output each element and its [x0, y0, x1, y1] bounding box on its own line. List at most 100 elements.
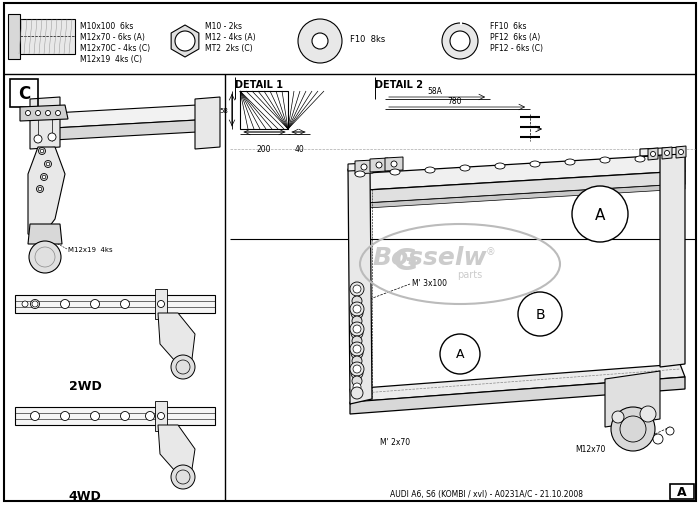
Bar — [670, 484, 694, 499]
Circle shape — [353, 325, 361, 333]
Circle shape — [60, 300, 69, 309]
Circle shape — [36, 111, 41, 116]
Circle shape — [120, 412, 130, 421]
Ellipse shape — [565, 160, 575, 166]
Circle shape — [41, 174, 48, 181]
Polygon shape — [370, 159, 388, 173]
Circle shape — [391, 162, 397, 168]
Circle shape — [353, 304, 361, 312]
Circle shape — [22, 301, 28, 308]
Polygon shape — [350, 377, 685, 414]
Circle shape — [31, 412, 39, 421]
Ellipse shape — [355, 172, 365, 178]
Bar — [155, 289, 167, 319]
Circle shape — [90, 300, 99, 309]
Text: MT2  2ks (C): MT2 2ks (C) — [205, 44, 253, 53]
Text: C: C — [18, 85, 30, 103]
Text: M12 - 4ks (A): M12 - 4ks (A) — [205, 33, 256, 42]
Circle shape — [664, 151, 669, 156]
Polygon shape — [171, 26, 199, 58]
Polygon shape — [20, 106, 68, 122]
Circle shape — [666, 427, 674, 435]
Circle shape — [351, 327, 363, 339]
Circle shape — [353, 383, 361, 391]
Polygon shape — [648, 148, 658, 161]
Polygon shape — [348, 163, 390, 172]
Text: PF12  6ks (A): PF12 6ks (A) — [490, 33, 540, 42]
Circle shape — [171, 356, 195, 379]
Circle shape — [351, 308, 363, 319]
Circle shape — [440, 334, 480, 374]
Text: 780: 780 — [448, 97, 462, 106]
Circle shape — [353, 306, 361, 314]
Text: M12x70: M12x70 — [575, 444, 606, 453]
Polygon shape — [15, 20, 75, 55]
Circle shape — [48, 134, 56, 142]
Text: 200: 200 — [257, 145, 272, 154]
Text: ®: ® — [485, 246, 495, 257]
Bar — [10, 80, 38, 108]
Ellipse shape — [635, 157, 645, 163]
Polygon shape — [660, 149, 685, 367]
Circle shape — [351, 387, 363, 399]
Circle shape — [353, 365, 361, 373]
Ellipse shape — [530, 162, 540, 168]
Ellipse shape — [390, 170, 400, 176]
Circle shape — [38, 148, 46, 155]
Text: B: B — [536, 308, 545, 321]
Circle shape — [90, 412, 99, 421]
Text: 58: 58 — [219, 108, 228, 114]
Text: PF12 - 6ks (C): PF12 - 6ks (C) — [490, 44, 543, 53]
Circle shape — [46, 163, 50, 167]
Text: 4WD: 4WD — [69, 489, 102, 502]
Circle shape — [298, 20, 342, 64]
Ellipse shape — [600, 158, 610, 164]
Circle shape — [361, 165, 367, 171]
Text: M10x100  6ks: M10x100 6ks — [80, 22, 134, 31]
Ellipse shape — [495, 164, 505, 170]
Circle shape — [175, 32, 195, 52]
Polygon shape — [8, 15, 20, 60]
Circle shape — [352, 376, 362, 386]
Circle shape — [42, 176, 46, 179]
Circle shape — [120, 300, 130, 309]
Circle shape — [25, 111, 31, 116]
Text: G: G — [393, 247, 417, 276]
Text: AUDI A6, S6 (KOMBI / xvl) - A0231A/C - 21.10.2008: AUDI A6, S6 (KOMBI / xvl) - A0231A/C - 2… — [390, 489, 583, 498]
Circle shape — [46, 111, 50, 116]
Circle shape — [351, 347, 363, 359]
Polygon shape — [348, 168, 372, 404]
Circle shape — [653, 434, 663, 444]
Text: A: A — [677, 485, 687, 498]
Bar — [240, 92, 288, 130]
Polygon shape — [640, 147, 685, 157]
Circle shape — [518, 292, 562, 336]
Circle shape — [45, 161, 52, 168]
Ellipse shape — [460, 166, 470, 172]
Text: M' 3x100: M' 3x100 — [412, 278, 447, 287]
Ellipse shape — [425, 168, 435, 174]
Polygon shape — [30, 98, 60, 149]
Text: M12x19  4ks: M12x19 4ks — [68, 246, 113, 252]
Polygon shape — [605, 371, 660, 427]
Text: 58A: 58A — [428, 87, 442, 96]
Circle shape — [640, 406, 656, 422]
Polygon shape — [350, 185, 685, 210]
Circle shape — [36, 186, 43, 193]
Text: M12x70 - 6ks (A): M12x70 - 6ks (A) — [80, 33, 145, 42]
Polygon shape — [195, 98, 220, 149]
Circle shape — [350, 322, 364, 336]
Circle shape — [171, 465, 195, 489]
Circle shape — [312, 34, 328, 50]
Text: M12x70C - 4ks (C): M12x70C - 4ks (C) — [80, 44, 150, 53]
Text: Bosselw: Bosselw — [372, 245, 487, 270]
Circle shape — [34, 136, 42, 144]
Polygon shape — [28, 147, 65, 239]
Polygon shape — [350, 364, 685, 402]
Text: 2WD: 2WD — [69, 379, 102, 392]
Circle shape — [31, 300, 39, 309]
Polygon shape — [28, 225, 62, 244]
Text: F10  8ks: F10 8ks — [350, 35, 385, 44]
Text: DETAIL 1: DETAIL 1 — [235, 80, 283, 90]
Circle shape — [158, 413, 164, 420]
